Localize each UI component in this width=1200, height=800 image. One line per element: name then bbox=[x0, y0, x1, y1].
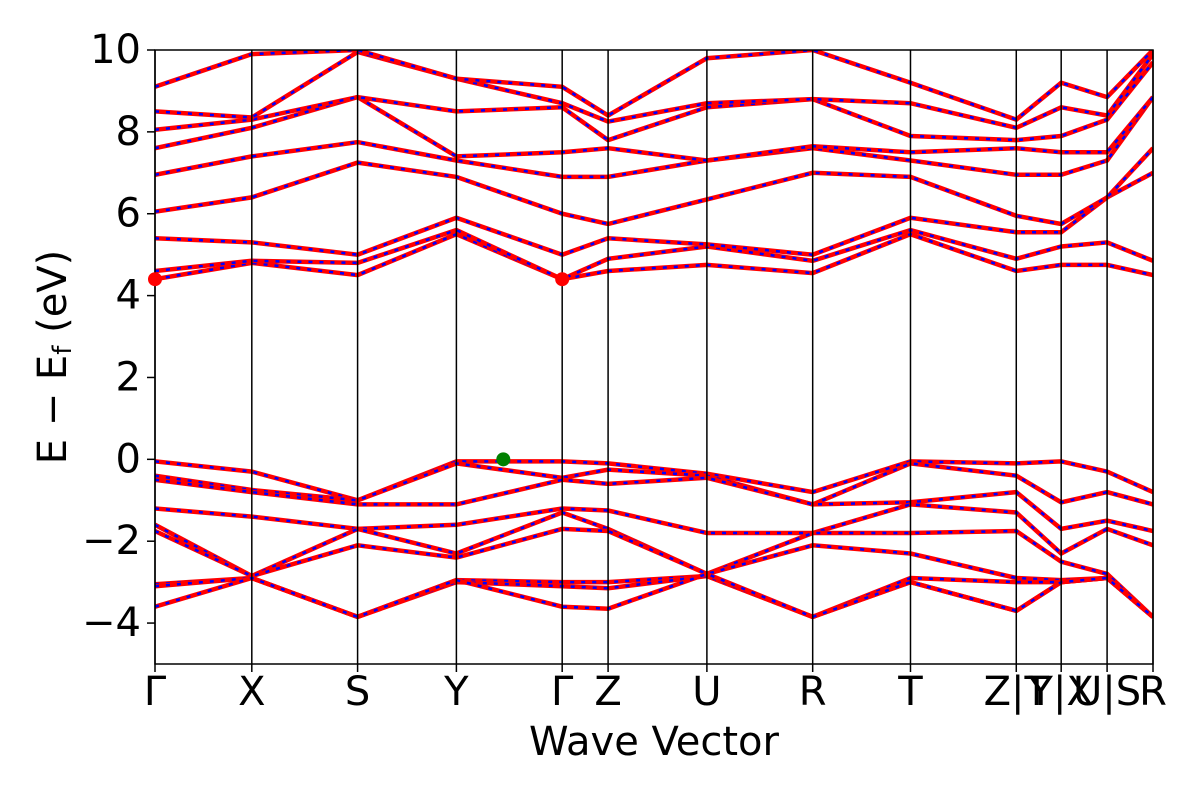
band-edge-marker bbox=[148, 272, 162, 287]
band-line bbox=[155, 510, 1153, 619]
y-tick-label: −2 bbox=[82, 518, 141, 564]
band-line-dashed bbox=[155, 61, 1153, 142]
band-line-dashed bbox=[155, 511, 1153, 618]
band-line bbox=[155, 502, 1153, 557]
x-tick-label: T bbox=[897, 669, 923, 715]
y-tick-label: 10 bbox=[90, 27, 141, 73]
band-edge-marker bbox=[555, 272, 570, 287]
bands bbox=[155, 50, 1153, 620]
x-tick-label: Γ bbox=[551, 669, 574, 715]
band-line bbox=[155, 146, 1153, 227]
y-tick-label: 4 bbox=[116, 273, 141, 319]
y-label-sub: f bbox=[48, 345, 78, 355]
x-tick-label: U|S bbox=[1073, 669, 1141, 715]
y-label-unit: (eV) bbox=[30, 250, 76, 346]
y-tick-label: −4 bbox=[82, 600, 141, 646]
x-axis-label: Wave Vector bbox=[529, 719, 780, 765]
x-tick-label: Z bbox=[594, 669, 621, 715]
y-tick-label: 0 bbox=[116, 436, 141, 482]
x-tick-label: S bbox=[345, 669, 370, 715]
x-tick-label: Γ bbox=[144, 669, 167, 715]
y-label-main: E − E bbox=[30, 355, 76, 465]
band-line bbox=[155, 60, 1153, 143]
x-tick-label: Z|T bbox=[984, 669, 1050, 715]
band-line bbox=[155, 227, 1153, 282]
x-tick-label: R bbox=[1139, 669, 1167, 715]
y-tick-label: 6 bbox=[116, 191, 141, 237]
band-line bbox=[155, 526, 1153, 619]
x-tick-label: Y bbox=[443, 669, 469, 715]
plot-frame bbox=[154, 49, 1154, 665]
x-tick-label: X bbox=[238, 669, 265, 715]
x-tick-label: Y|X bbox=[1028, 669, 1094, 715]
y-tick-label: 8 bbox=[116, 109, 141, 155]
band-edge-marker bbox=[496, 452, 511, 467]
y-tick-label: 2 bbox=[116, 354, 141, 400]
y-axis-label: E − Ef (eV) bbox=[30, 250, 78, 465]
x-tick-label: R bbox=[799, 669, 827, 715]
x-tick-label: U bbox=[692, 669, 721, 715]
